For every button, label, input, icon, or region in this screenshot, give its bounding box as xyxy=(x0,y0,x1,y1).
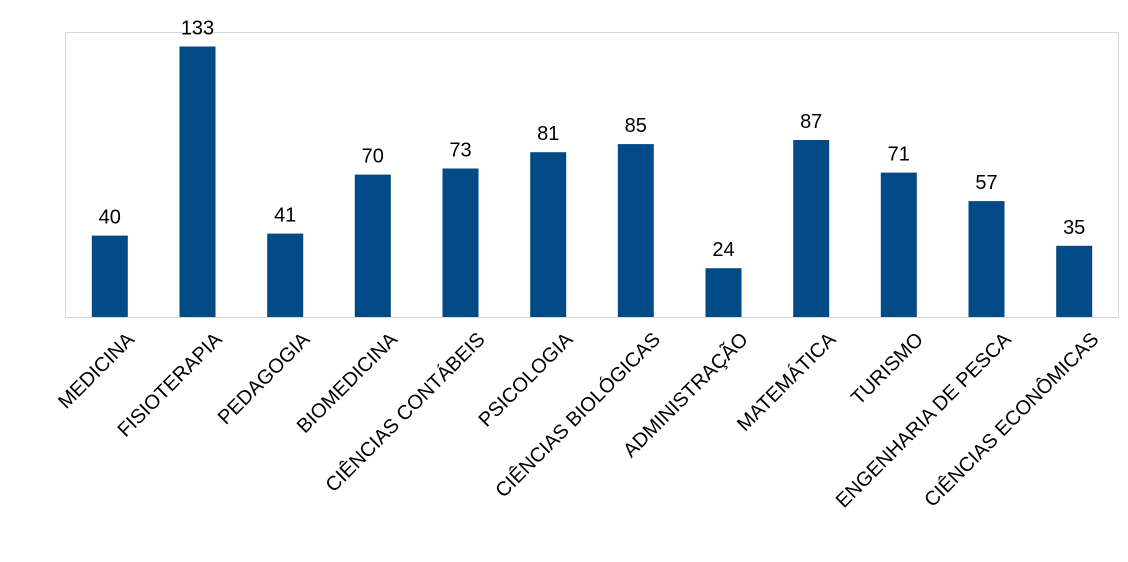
category-label: TURISMO xyxy=(847,329,928,410)
category-label: ENGENHARIA DE PESCA xyxy=(832,328,1016,512)
bar-value-label: 87 xyxy=(800,111,822,133)
bar-value-label: 71 xyxy=(888,144,910,166)
bar-11 xyxy=(969,201,1005,317)
category-label: PEDAGOGIA xyxy=(214,328,315,429)
category-label: CIÊNCIAS ECONÔMICAS xyxy=(920,328,1104,512)
bar-value-label: 35 xyxy=(1063,217,1085,239)
bar-value-label: 73 xyxy=(449,140,471,162)
plot-frame xyxy=(66,33,1119,318)
bar-value-label: 40 xyxy=(99,207,121,229)
bar-value-label: 81 xyxy=(537,123,559,145)
bar-1 xyxy=(92,236,128,317)
bar-value-label: 24 xyxy=(712,239,734,261)
bar-value-label: 70 xyxy=(362,146,384,168)
bar-10 xyxy=(881,173,917,317)
bar-8 xyxy=(706,268,742,317)
bar-5 xyxy=(443,169,479,318)
category-label: CIÊNCIAS BIOLÓGICAS xyxy=(491,328,665,502)
bar-9 xyxy=(793,140,829,317)
bar-4 xyxy=(355,175,391,317)
bar-6 xyxy=(530,152,566,317)
bar-value-label: 57 xyxy=(975,172,997,194)
bar-value-label: 41 xyxy=(274,205,296,227)
bar-12 xyxy=(1056,246,1092,317)
bar-3 xyxy=(267,234,303,317)
category-label: MEDICINA xyxy=(54,328,139,413)
bar-value-label: 133 xyxy=(181,18,214,40)
bar-7 xyxy=(618,144,654,317)
bar-value-label: 85 xyxy=(625,115,647,137)
category-label: CIÊNCIAS CONTÁBEIS xyxy=(321,328,490,497)
bar-2 xyxy=(180,47,216,318)
